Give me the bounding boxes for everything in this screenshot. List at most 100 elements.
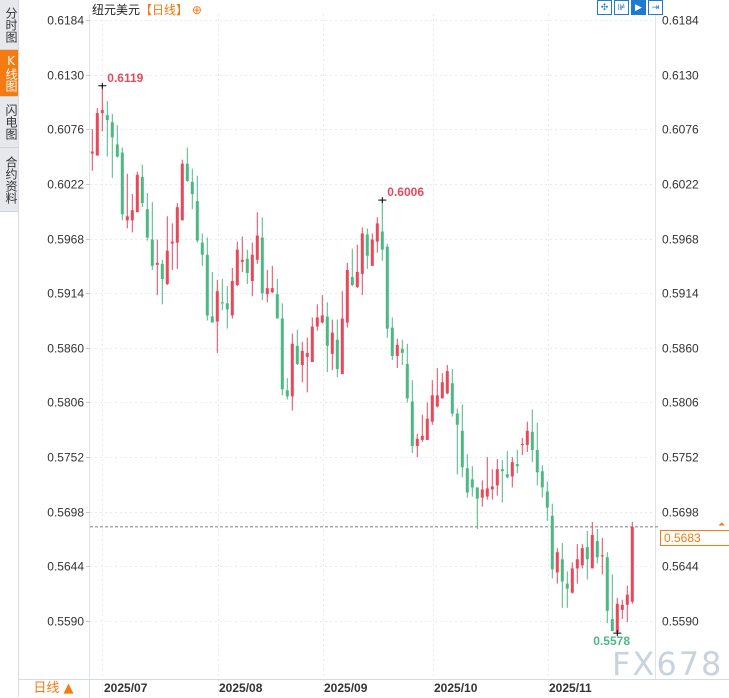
last-price-tag: 0.5683 bbox=[660, 530, 729, 546]
candle-up bbox=[570, 568, 574, 593]
tab-flash[interactable]: 闪电图 bbox=[0, 97, 18, 148]
candle-up bbox=[330, 332, 334, 354]
tab-contract-info[interactable]: 合约资料 bbox=[0, 148, 18, 212]
candle-down bbox=[515, 464, 519, 467]
x-tick-label: 2025/09 bbox=[324, 681, 368, 695]
candle-up bbox=[580, 548, 584, 566]
period-label: 【日线】 bbox=[140, 3, 189, 17]
candle-up bbox=[425, 418, 429, 440]
candle-down bbox=[610, 618, 614, 632]
sidebar: 分时图 K线图 闪电图 合约资料 bbox=[0, 0, 19, 697]
candle-up bbox=[265, 288, 269, 295]
candle-down bbox=[195, 201, 199, 241]
candle-down bbox=[105, 115, 109, 121]
y-tick-label-left: 0.5914 bbox=[47, 287, 84, 301]
candle-down bbox=[210, 316, 214, 323]
candle-up bbox=[310, 326, 314, 362]
candle-down bbox=[405, 364, 409, 399]
candle-up bbox=[90, 151, 94, 154]
candle-down bbox=[115, 144, 119, 157]
candle-up bbox=[395, 344, 399, 356]
y-tick-label-right: 0.5860 bbox=[662, 342, 699, 356]
candle-down bbox=[475, 487, 479, 499]
y-tick-label-left: 0.5806 bbox=[47, 396, 84, 410]
candle-down bbox=[550, 515, 554, 570]
candle-up bbox=[510, 462, 514, 477]
jump-to-end-icon[interactable]: ⇥ bbox=[648, 0, 663, 15]
candle-up bbox=[625, 594, 629, 605]
candle-up bbox=[420, 435, 424, 440]
tab-time-sharing[interactable]: 分时图 bbox=[0, 0, 18, 50]
candle-down bbox=[400, 348, 404, 353]
candle-up bbox=[355, 271, 359, 288]
y-tick-label-right: 0.5752 bbox=[662, 451, 699, 465]
candle-up bbox=[240, 259, 244, 262]
y-tick-label-left: 0.5968 bbox=[47, 233, 84, 247]
candle-up bbox=[375, 223, 379, 242]
candle-up bbox=[430, 395, 434, 422]
candle-down bbox=[465, 468, 469, 493]
candle-up bbox=[270, 288, 274, 293]
candle-down bbox=[150, 239, 154, 266]
candle-down bbox=[535, 450, 539, 473]
candle-down bbox=[505, 474, 509, 478]
y-tick-label-right: 0.5698 bbox=[662, 506, 699, 520]
candle-up bbox=[555, 552, 559, 573]
y-tick-label-left: 0.5752 bbox=[47, 451, 84, 465]
candle-up bbox=[435, 395, 439, 407]
y-tick-label-left: 0.6130 bbox=[47, 69, 84, 83]
chart-toolbar: ✣ ⊯ ▶ ⇥ bbox=[597, 0, 663, 15]
candle-up bbox=[490, 486, 494, 490]
candle-up bbox=[215, 291, 219, 322]
candle-up bbox=[255, 235, 259, 260]
x-tick-label: 2025/08 bbox=[219, 681, 263, 695]
time-axis-bar: 日线 ▲ bbox=[18, 679, 729, 698]
period-selector[interactable]: 日线 ▲ bbox=[18, 680, 90, 698]
candle-down bbox=[200, 242, 204, 255]
add-indicator-icon[interactable]: ⊕ bbox=[191, 3, 202, 17]
candle-down bbox=[120, 152, 124, 215]
candle-up bbox=[630, 526, 634, 602]
candle-down bbox=[390, 327, 394, 356]
candle-up bbox=[520, 443, 524, 446]
candle-down bbox=[385, 246, 389, 329]
y-tick-label-right: 0.5806 bbox=[662, 396, 699, 410]
candle-up bbox=[180, 163, 184, 221]
y-tick-label-left: 0.5698 bbox=[47, 506, 84, 520]
candle-down bbox=[380, 231, 384, 250]
expand-up-icon[interactable]: ⏶ bbox=[718, 519, 726, 529]
zoom-reset-icon[interactable]: ⊯ bbox=[614, 0, 629, 15]
y-tick-label-left: 0.5590 bbox=[47, 615, 84, 629]
candle-down bbox=[145, 209, 149, 238]
candle-up bbox=[370, 239, 374, 266]
candle-down bbox=[325, 316, 329, 346]
tab-kline[interactable]: K线图 bbox=[0, 50, 18, 97]
candle-up bbox=[345, 269, 349, 323]
candle-up bbox=[125, 216, 129, 221]
candle-up bbox=[300, 350, 304, 366]
candle-up bbox=[590, 534, 594, 569]
candle-down bbox=[190, 181, 194, 195]
candle-up bbox=[170, 241, 174, 244]
low-price-annotation: 0.5578 bbox=[593, 634, 630, 648]
candle-down bbox=[565, 583, 569, 589]
candle-down bbox=[560, 559, 564, 582]
crosshair-icon[interactable]: ✣ bbox=[597, 0, 612, 15]
candle-down bbox=[410, 401, 414, 446]
play-forward-icon[interactable]: ▶ bbox=[631, 0, 646, 15]
watermark-logo: FX678 bbox=[612, 645, 724, 683]
candle-up bbox=[130, 210, 134, 221]
candle-down bbox=[140, 176, 144, 204]
candle-up bbox=[495, 469, 499, 486]
candle-up bbox=[290, 343, 294, 397]
candle-up bbox=[250, 254, 254, 282]
candle-up bbox=[360, 233, 364, 274]
candle-down bbox=[225, 303, 229, 310]
y-tick-label-right: 0.5914 bbox=[662, 287, 699, 301]
candle-up bbox=[340, 318, 344, 375]
y-tick-label-right: 0.6022 bbox=[662, 178, 699, 192]
candle-up bbox=[485, 488, 489, 497]
y-tick-label-right: 0.6076 bbox=[662, 123, 699, 137]
candle-up bbox=[480, 489, 484, 498]
